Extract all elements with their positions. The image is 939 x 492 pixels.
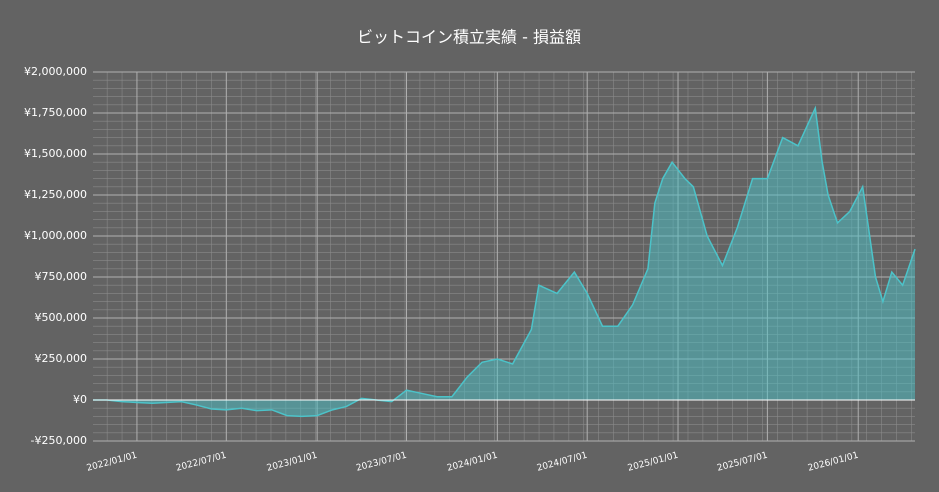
y-tick-label: ¥500,000 <box>35 311 88 324</box>
y-tick-label: ¥0 <box>73 393 87 406</box>
area-fill <box>93 108 915 417</box>
y-tick-label: ¥250,000 <box>35 352 88 365</box>
y-tick-label: ¥1,750,000 <box>24 106 87 119</box>
y-tick-label: ¥1,500,000 <box>24 147 87 160</box>
chart-title: ビットコイン積立実績 - 損益額 <box>357 28 581 47</box>
y-tick-label: ¥1,000,000 <box>24 229 87 242</box>
y-tick-label: ¥750,000 <box>35 270 88 283</box>
y-tick-label: ¥2,000,000 <box>24 65 87 78</box>
y-tick-label: -¥250,000 <box>31 434 87 447</box>
area-line <box>93 105 916 418</box>
y-tick-label: ¥1,250,000 <box>24 188 87 201</box>
